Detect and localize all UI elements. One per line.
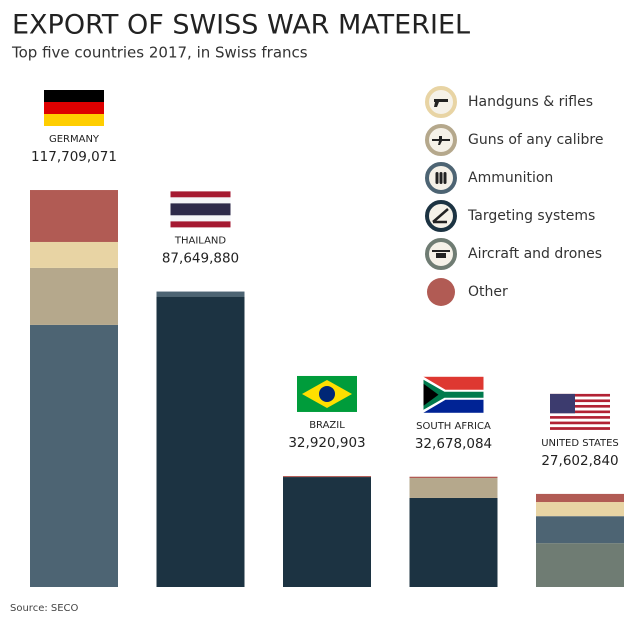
bar-segment bbox=[409, 476, 498, 479]
total-label: 32,678,084 bbox=[415, 436, 492, 452]
legend-item: Ammunition bbox=[425, 162, 553, 194]
flag-part bbox=[44, 114, 104, 126]
bar-segment bbox=[30, 241, 118, 268]
legend-swatch bbox=[427, 278, 455, 306]
flag-part bbox=[550, 393, 575, 414]
legend-label: Targeting systems bbox=[467, 208, 595, 224]
bar-segment bbox=[156, 291, 245, 297]
icon bbox=[432, 208, 449, 224]
icon bbox=[432, 250, 450, 258]
icon bbox=[439, 172, 443, 184]
flag-part bbox=[44, 90, 104, 102]
bar-segment bbox=[30, 190, 118, 242]
legend-item: Targeting systems bbox=[425, 200, 595, 232]
flag-part bbox=[550, 396, 610, 400]
flag-part bbox=[170, 203, 231, 216]
icon bbox=[443, 172, 447, 184]
legend-label: Guns of any calibre bbox=[468, 132, 603, 148]
flag-part bbox=[170, 215, 231, 222]
total-label: 27,602,840 bbox=[541, 453, 618, 469]
flag-part bbox=[550, 399, 610, 403]
flag-part bbox=[550, 418, 610, 422]
bar-segment bbox=[536, 543, 624, 587]
flag-part bbox=[423, 379, 484, 410]
legend-item: Handguns & rifles bbox=[425, 86, 593, 118]
legend-label: Handguns & rifles bbox=[468, 94, 593, 110]
flag bbox=[44, 90, 104, 126]
flag-part bbox=[550, 427, 610, 430]
flag bbox=[170, 191, 231, 228]
total-label: 87,649,880 bbox=[162, 250, 239, 266]
flag-part bbox=[423, 383, 439, 406]
flag-part bbox=[170, 197, 231, 204]
bar-segment bbox=[536, 502, 624, 517]
chart-title: EXPORT OF SWISS WAR MATERIEL bbox=[12, 10, 470, 41]
country-label: SOUTH AFRICA bbox=[416, 421, 491, 432]
icon bbox=[434, 99, 448, 107]
total-label: 117,709,071 bbox=[31, 149, 117, 165]
legend-label: Aircraft and drones bbox=[468, 246, 602, 262]
bar-segment bbox=[30, 267, 118, 325]
flag bbox=[297, 375, 357, 412]
bar-segment bbox=[536, 493, 624, 503]
bar-segment bbox=[409, 478, 498, 498]
flag-part bbox=[550, 393, 610, 397]
bar-segment bbox=[283, 477, 371, 587]
flag-part bbox=[550, 416, 610, 419]
legend-label: Ammunition bbox=[468, 170, 553, 186]
legend-item: Aircraft and drones bbox=[425, 238, 602, 270]
bar-segment bbox=[30, 324, 118, 587]
country-label: GERMANY bbox=[49, 134, 100, 145]
flag-part bbox=[550, 424, 610, 428]
chart-subtitle: Top five countries 2017, in Swiss francs bbox=[11, 44, 308, 62]
flag-part bbox=[44, 102, 104, 114]
flag-part bbox=[550, 413, 610, 417]
icon bbox=[435, 172, 439, 184]
legend-item: Other bbox=[427, 278, 508, 306]
flag-part bbox=[550, 421, 610, 425]
icon bbox=[432, 136, 450, 145]
bar-segment bbox=[536, 516, 624, 544]
total-label: 32,920,903 bbox=[288, 435, 365, 451]
bar-segment bbox=[156, 296, 245, 587]
legend-label: Other bbox=[468, 284, 508, 300]
source: Source: SECO bbox=[10, 603, 79, 614]
flag-part bbox=[170, 221, 231, 228]
flag-part bbox=[170, 191, 231, 198]
flag-part bbox=[550, 404, 610, 408]
flag bbox=[550, 393, 610, 430]
country-label: BRAZIL bbox=[309, 420, 345, 431]
flag-part bbox=[550, 402, 610, 405]
legend-item: Guns of any calibre bbox=[425, 124, 603, 156]
flag-part bbox=[319, 385, 335, 402]
bar-segment bbox=[283, 476, 371, 478]
country-label: UNITED STATES bbox=[541, 438, 619, 449]
country-label: THAILAND bbox=[174, 235, 227, 246]
flag bbox=[423, 376, 484, 413]
flag-part bbox=[550, 407, 610, 411]
flag-part bbox=[550, 410, 610, 414]
bar-segment bbox=[409, 497, 498, 587]
